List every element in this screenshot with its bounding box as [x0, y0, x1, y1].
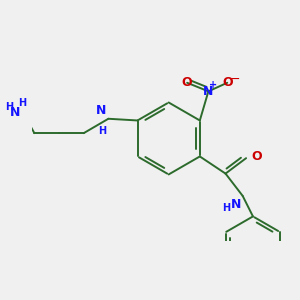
Text: O: O — [222, 76, 232, 89]
Text: N: N — [203, 85, 214, 98]
Text: +: + — [209, 80, 217, 90]
Text: O: O — [182, 76, 193, 89]
Text: H: H — [223, 203, 231, 213]
Text: H: H — [98, 126, 107, 136]
Text: H: H — [6, 102, 14, 112]
Text: N: N — [96, 104, 107, 117]
Text: O: O — [251, 150, 262, 163]
Text: −: − — [230, 73, 240, 86]
Text: N: N — [10, 106, 20, 119]
Text: H: H — [18, 98, 26, 108]
Text: N: N — [231, 198, 241, 211]
